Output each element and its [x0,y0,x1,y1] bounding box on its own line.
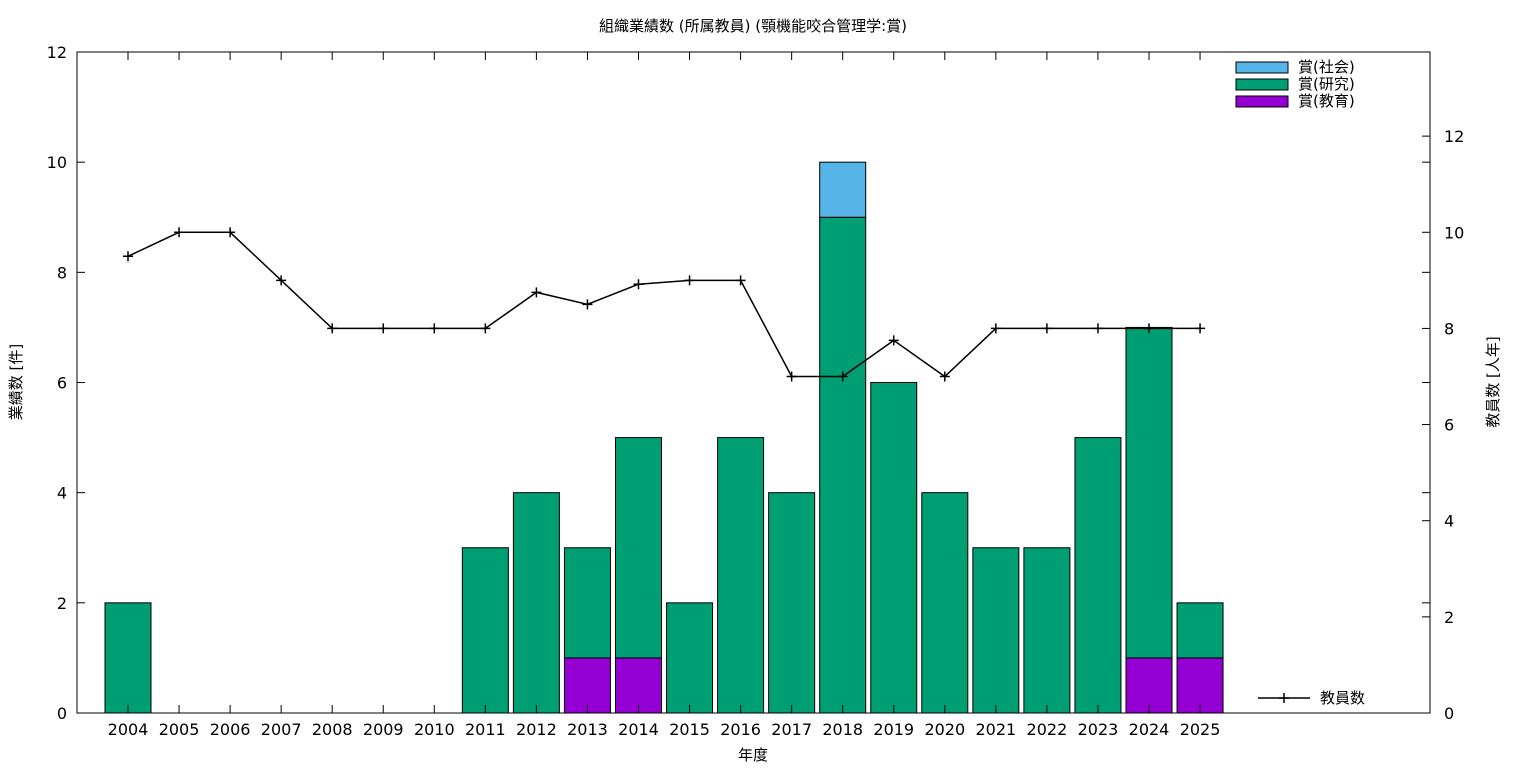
legend-swatch-1 [1235,78,1289,91]
staff-point-2024 [1144,323,1154,334]
x-tick-label: 2010 [414,720,455,739]
bar-2016-series-1 [717,437,765,714]
x-tick-label: 2004 [108,720,149,739]
staff-point-2013 [582,299,593,310]
bar-2018-series-1 [819,216,867,714]
x-tick-label: 2005 [159,720,200,739]
legend: 賞(社会)賞(研究)賞(教育) 教員数 [1235,58,1365,707]
bar-2019-series-1 [870,382,918,714]
x-tick-label: 2011 [465,720,506,739]
x-tick-label: 2006 [210,720,251,739]
staff-point-2020 [939,371,950,382]
bar-2024-series-1 [1125,326,1173,659]
y-tick-label: 12 [47,43,67,62]
bar-2021-series-1 [972,547,1020,714]
y2-tick-label: 12 [1444,127,1464,146]
staff-point-2011 [480,323,491,334]
bar-2017-series-1 [768,492,816,714]
staff-point-2019 [888,335,899,346]
x-tick-label: 2016 [720,720,761,739]
bar-2018-series-2 [819,161,867,218]
x-tick-label: 2020 [924,720,965,739]
staff-point-2021 [990,323,1001,334]
bar-2020-series-1 [921,492,969,714]
staff-line-layer [123,227,1206,382]
legend-swatch-2 [1235,95,1289,108]
x-tick-label: 2015 [669,720,710,739]
legend-label-0: 賞(社会) [1298,58,1355,76]
staff-point-2023 [1092,323,1103,334]
bar-2012-series-1 [512,492,560,714]
staff-point-2006 [225,227,236,238]
y-tick-label: 10 [47,153,67,172]
staff-point-2018 [837,371,848,382]
bar-2023-series-1 [1074,437,1122,714]
x-tick-label: 2025 [1180,720,1221,739]
x-tick-label: 2022 [1027,720,1068,739]
x-axis-label: 年度 [738,746,768,764]
y2-tick-label: 6 [1444,416,1454,435]
bar-2022-series-1 [1023,547,1071,714]
x-tick-label: 2008 [312,720,353,739]
y-tick-label: 8 [57,263,67,282]
staff-point-2014 [633,279,644,290]
legend-line-label: 教員数 [1320,689,1365,707]
staff-point-2025 [1195,323,1206,334]
bar-2013-series-1 [563,547,611,659]
x-tick-label: 2019 [873,720,914,739]
bar-2024-series-0 [1125,657,1173,714]
staff-point-2009 [378,323,389,334]
staff-point-2004 [123,251,133,262]
bar-2014-series-0 [615,657,662,714]
bar-2025-series-0 [1176,657,1224,714]
y-tick-label: 2 [57,594,67,613]
y2-tick-label: 8 [1444,319,1454,338]
x-tick-label: 2007 [261,720,302,739]
x-tick-label: 2018 [822,720,863,739]
y2-tick-label: 2 [1444,608,1454,627]
x-tick-label: 2014 [618,720,659,739]
x-tick-label: 2024 [1129,720,1170,739]
bar-2013-series-0 [563,657,611,714]
y-tick-label: 6 [57,374,67,393]
x-tick-label: 2023 [1078,720,1119,739]
legend-label-1: 賞(研究) [1298,75,1355,93]
y2-tick-label: 4 [1444,512,1454,531]
x-tick-label: 2009 [363,720,404,739]
staff-point-2012 [531,287,542,298]
staff-point-2022 [1041,323,1052,334]
x-tick-label: 2017 [771,720,812,739]
bar-2004-series-1 [104,602,152,714]
legend-label-2: 賞(教育) [1298,92,1355,110]
y2-axis-label: 教員数 [人年] [1484,336,1502,427]
legend-line-marker [1279,693,1289,703]
legend-swatch-0 [1235,61,1289,74]
staff-point-2007 [276,275,287,286]
x-tick-label: 2021 [975,720,1016,739]
y-tick-label: 4 [57,484,67,503]
staff-point-2016 [735,275,746,286]
x-tick-label: 2012 [516,720,557,739]
y-tick-label: 0 [57,704,67,723]
chart-title: 組織業績数 (所属教員) (顎機能咬合管理学:賞) [599,17,907,35]
staff-point-2010 [429,323,440,334]
y2-tick-label: 0 [1444,704,1454,723]
bar-2015-series-1 [666,602,714,714]
y-axis-label: 業績数 [件] [7,344,25,420]
staff-point-2015 [684,275,695,286]
axis-layer: 0 2 4 6 8 10 12 0 2 4 6 8 10 12 2004 2005 2006 2007 2008 20… [47,43,1465,739]
staff-point-2008 [327,323,338,334]
bars-layer [104,161,1224,714]
x-tick-label: 2013 [567,720,608,739]
bar-2014-series-1 [615,437,662,659]
staff-point-2005 [174,227,185,238]
staff-point-2017 [786,371,797,382]
bar-2011-series-1 [461,547,509,714]
bar-2025-series-1 [1176,602,1224,659]
y2-tick-label: 10 [1444,223,1464,242]
staff-line [127,231,1201,378]
